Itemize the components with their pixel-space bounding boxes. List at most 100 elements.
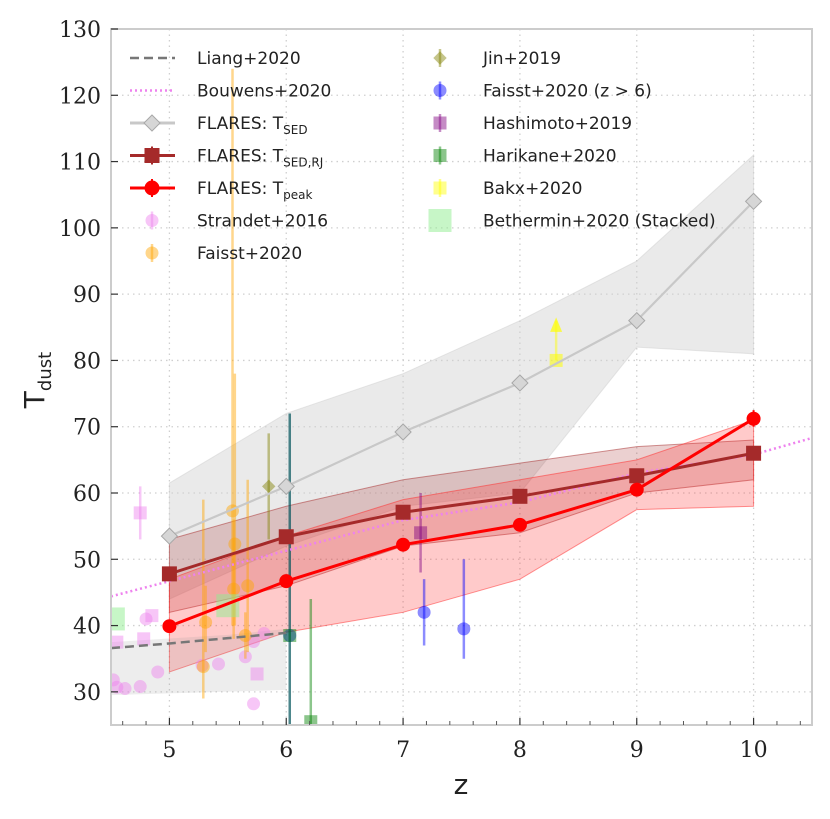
legend-marker-faisst: [145, 246, 159, 260]
line-bouwens: [111, 436, 812, 598]
legend-label: FLARES: Tpeak: [197, 179, 312, 202]
marker-tsed: [277, 477, 295, 496]
legend-label-main: Harikane+2020: [483, 147, 617, 167]
legend-marker-bethermin: [428, 209, 452, 232]
marker-tsedrj: [395, 504, 411, 520]
band-tsed: [168, 153, 755, 600]
y-tick-label: 70: [73, 416, 101, 441]
point-harikane: [304, 715, 318, 725]
y-tick-label: 130: [59, 18, 101, 43]
x-tick-label: 10: [740, 738, 768, 763]
marker-tpeak: [279, 574, 294, 589]
marker-tpeak: [512, 517, 527, 532]
point-faisst_hz: [283, 629, 297, 643]
y-tick-label: 100: [59, 217, 101, 242]
point-strandet: [137, 632, 151, 646]
x-tick-label: 5: [162, 738, 176, 763]
point-faisst: [228, 537, 242, 551]
line-tsed: [168, 200, 755, 538]
legend-label: FLARES: TSED: [197, 114, 308, 137]
legend-label-main: Bakx+2020: [483, 179, 583, 199]
observations: [111, 68, 563, 725]
legend-label-sub: SED: [283, 123, 307, 137]
line-tsedrj: [168, 451, 754, 576]
legend-marker-hashimoto: [433, 116, 447, 130]
legend-label-main: Hashimoto+2019: [483, 114, 632, 134]
plot-frame: [110, 28, 813, 726]
model-lines: [111, 192, 812, 650]
legend-label-main: Faisst+2020: [197, 244, 302, 264]
y-tick-label: 40: [73, 615, 101, 640]
legend-label: Bethermin+2020 (Stacked): [483, 212, 716, 232]
marker-tpeak: [396, 537, 411, 552]
legend-label-main: Strandet+2016: [197, 212, 328, 232]
uncertainty-bands: [111, 153, 755, 696]
point-strandet: [133, 680, 147, 694]
point-strandet: [111, 673, 120, 687]
line-tpeak: [168, 417, 755, 628]
legend-label-sub: peak: [283, 188, 312, 202]
legend-label: Jin+2019: [482, 49, 561, 69]
point-strandet: [247, 697, 261, 711]
legend-label-main: Faisst+2020 (z > 6): [483, 82, 652, 102]
marker-tsed: [511, 374, 529, 392]
point-strandet: [151, 665, 165, 679]
marker-tpeak: [629, 482, 644, 497]
marker-tsedrj: [746, 445, 762, 461]
point-faisst: [196, 660, 210, 674]
x-axis-label: z: [454, 768, 469, 801]
axis-ticks: 5 6 7 8 9 10 30 40 50 60 70 80 90 100 110 120 130: [59, 18, 801, 763]
point-strandet: [250, 667, 264, 681]
legend-label-main: FLARES: T: [197, 114, 284, 134]
point-strandet: [211, 657, 225, 671]
x-tick-label: 9: [630, 738, 644, 763]
legend-label-main: Bethermin+2020 (Stacked): [483, 212, 716, 232]
legend-label-main: Liang+2020: [197, 49, 301, 69]
legend-label: Strandet+2016: [197, 212, 328, 232]
point-faisst: [241, 579, 255, 593]
point-bethermin: [111, 607, 125, 631]
point-strandet: [195, 658, 209, 672]
marker-tsed: [394, 423, 412, 441]
y-tick-label: 80: [73, 349, 101, 374]
point-faisst_hz: [417, 605, 431, 619]
legend-label: Bakx+2020: [483, 179, 583, 199]
legend-label: Hashimoto+2019: [483, 114, 632, 134]
marker-tpeak: [162, 619, 177, 634]
y-tick-label: 90: [73, 283, 101, 308]
point-strandet: [145, 609, 159, 623]
legend-label: Liang+2020: [197, 49, 301, 69]
point-strandet: [111, 680, 124, 694]
point-harikane: [283, 629, 297, 643]
y-axis-label: Tdust: [18, 352, 56, 409]
point-jin: [262, 479, 276, 494]
legend-label: FLARES: TSED,RJ: [197, 147, 323, 170]
y-tick-label: 60: [73, 482, 101, 507]
legend-label: Faisst+2020 (z > 6): [483, 82, 652, 102]
y-axis-label-sub: dust: [35, 352, 56, 391]
marker-tsedrj: [161, 566, 177, 582]
legend-marker-harikane: [433, 149, 447, 162]
legend-label-main: FLARES: T: [197, 179, 284, 199]
legend-marker-bakx: [433, 181, 447, 195]
x-tick-label: 6: [279, 738, 293, 763]
point-faisst: [227, 582, 241, 596]
marker-tsedrj: [278, 529, 294, 545]
legend-label-sub: SED,RJ: [283, 156, 323, 170]
point-faisst_hz: [457, 622, 471, 636]
legend-marker-faisst_hz: [433, 84, 447, 97]
y-tick-label: 120: [59, 84, 101, 109]
marker-tsed: [628, 311, 646, 330]
marker-tsed: [744, 192, 763, 211]
marker-tsedrj: [629, 468, 645, 484]
point-strandet: [139, 612, 153, 626]
y-tick-label: 50: [73, 548, 101, 573]
legend-label-main: Bouwens+2020: [197, 82, 331, 102]
legend-label: Faisst+2020: [197, 244, 302, 264]
line-liang: [111, 631, 287, 650]
y-tick-label: 110: [59, 151, 101, 176]
point-faisst: [199, 615, 213, 629]
x-tick-label: 7: [396, 738, 410, 763]
